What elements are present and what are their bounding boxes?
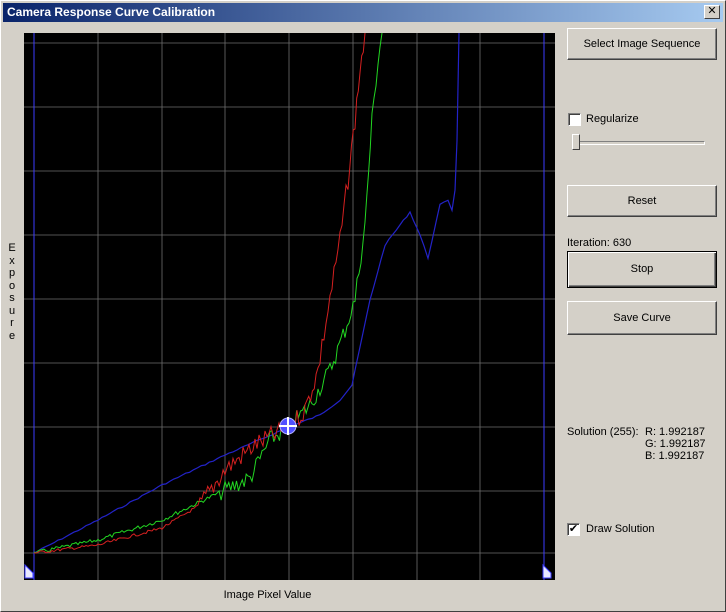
- window-title: Camera Response Curve Calibration: [7, 5, 216, 19]
- right-range-handle[interactable]: [542, 563, 552, 579]
- left-range-handle[interactable]: [24, 563, 34, 579]
- select-image-sequence-button[interactable]: Select Image Sequence: [567, 28, 717, 60]
- save-curve-button[interactable]: Save Curve: [567, 301, 717, 335]
- draw-solution-checkbox[interactable]: ✔: [567, 523, 580, 536]
- blue-response-curve: [33, 32, 460, 554]
- close-icon: ✕: [707, 5, 717, 17]
- solution-r-value: R: 1.992187: [645, 426, 705, 438]
- plot-background: [24, 33, 555, 580]
- reset-button[interactable]: Reset: [567, 185, 717, 217]
- draw-solution-label: Draw Solution: [586, 523, 655, 535]
- solution-values: R: 1.992187 G: 1.992187 B: 1.992187: [645, 426, 706, 462]
- crosshair-marker[interactable]: [279, 417, 297, 435]
- check-icon: ✔: [568, 523, 579, 535]
- solution-label: Solution (255):: [567, 426, 639, 438]
- green-response-curve: [33, 32, 383, 554]
- y-axis-label: E x p o s u r e: [8, 242, 16, 342]
- regularize-slider-thumb[interactable]: [572, 134, 580, 150]
- save-curve-label: Save Curve: [613, 312, 671, 324]
- red-response-curve: [34, 32, 366, 554]
- stop-button[interactable]: Stop: [567, 251, 717, 288]
- solution-b-value: B: 1.992187: [645, 450, 705, 462]
- solution-g-value: G: 1.992187: [645, 438, 706, 450]
- title-bar[interactable]: Camera Response Curve Calibration ✕: [3, 3, 723, 22]
- regularize-checkbox[interactable]: [568, 113, 581, 126]
- select-image-sequence-label: Select Image Sequence: [583, 38, 701, 50]
- stop-label: Stop: [630, 263, 654, 275]
- regularize-label: Regularize: [586, 113, 639, 125]
- x-axis-label: Image Pixel Value: [223, 589, 312, 601]
- iteration-label: Iteration: 630: [567, 237, 632, 249]
- plot-grid: [24, 33, 555, 580]
- reset-label: Reset: [627, 195, 657, 207]
- regularize-slider-track[interactable]: [573, 141, 705, 145]
- close-button[interactable]: ✕: [704, 5, 720, 19]
